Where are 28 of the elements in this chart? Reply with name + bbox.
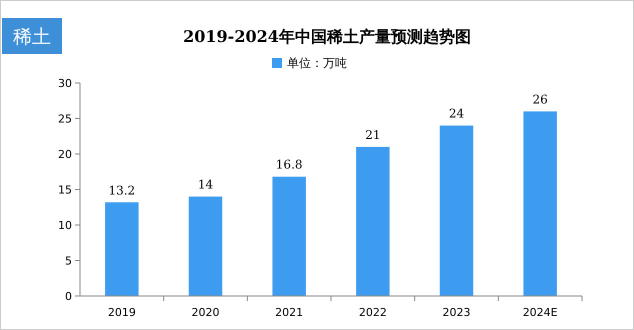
bar (272, 176, 306, 296)
bar (523, 111, 557, 296)
x-tick-label: 2020 (192, 306, 220, 319)
y-tick-label: 5 (65, 254, 72, 268)
data-label: 14 (198, 178, 214, 192)
x-tick-label: 2023 (442, 306, 470, 319)
data-label: 26 (532, 92, 548, 106)
bar (105, 202, 139, 296)
data-label: 24 (448, 106, 464, 121)
x-tick-label: 2022 (358, 306, 387, 319)
chart-title: 2019-2024年中国稀土产量预测趋势图 (183, 27, 471, 46)
bar (440, 126, 474, 296)
y-tick-label: 30 (58, 77, 72, 90)
legend-label: 单位：万吨 (287, 56, 347, 70)
data-label: 13.2 (108, 183, 136, 198)
text: 稀土 (13, 26, 51, 48)
y-tick-label: 15 (58, 184, 72, 196)
x-tick-label: 2019 (108, 306, 136, 319)
bar (356, 146, 390, 296)
x-tick-label: 2021 (275, 306, 304, 319)
x-tick-label: 2024E (522, 306, 558, 319)
data-label: 21 (365, 128, 380, 142)
y-tick-label: 20 (58, 148, 72, 161)
y-tick-label: 0 (65, 290, 72, 303)
bar (188, 196, 222, 296)
data-label: 16.8 (276, 158, 303, 172)
y-tick-label: 10 (58, 219, 72, 232)
y-tick-label: 25 (58, 112, 72, 126)
